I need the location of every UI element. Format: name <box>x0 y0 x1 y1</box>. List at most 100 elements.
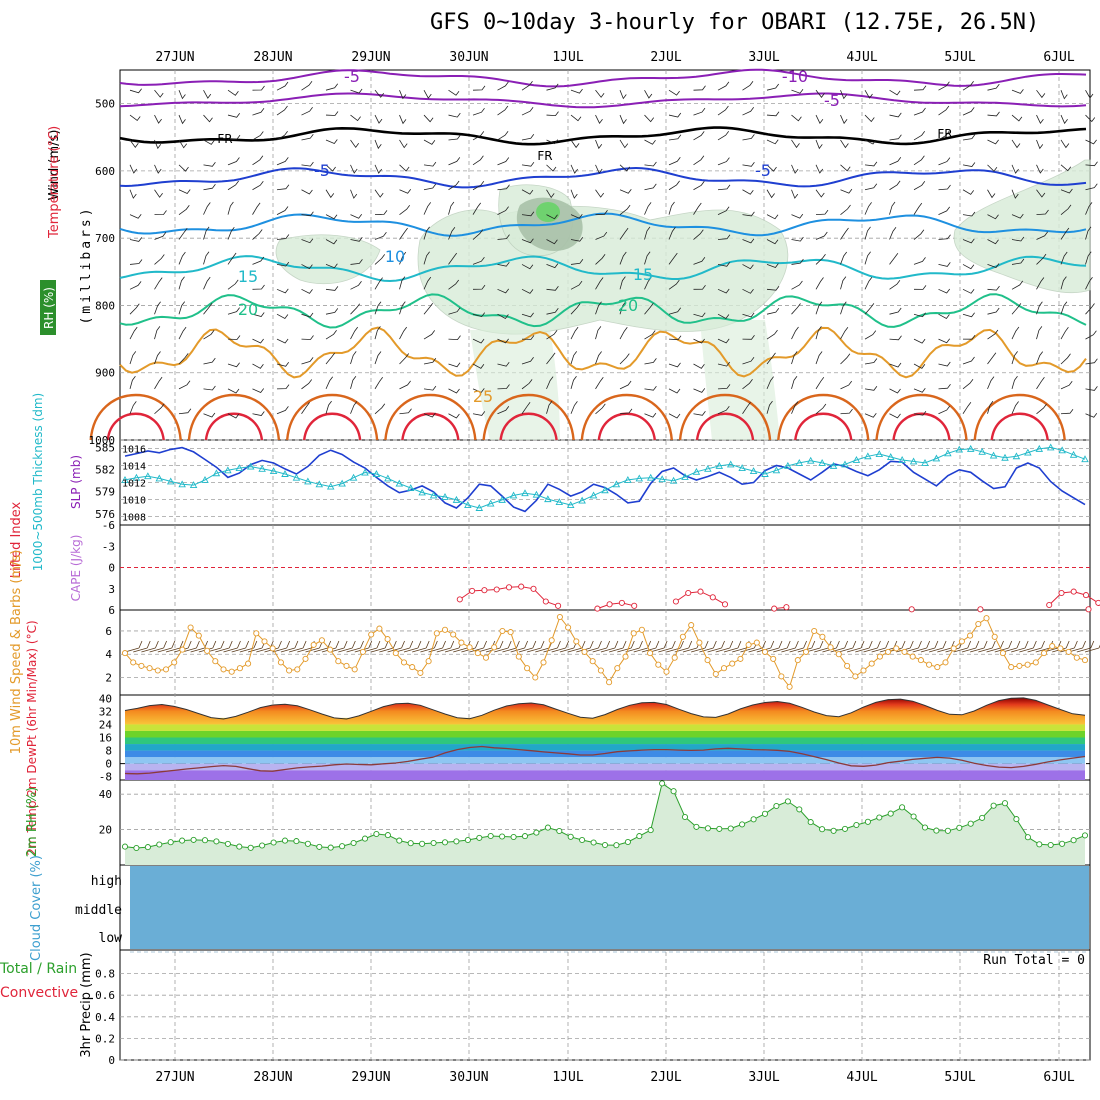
temp-fill <box>125 697 1085 725</box>
wind10-marker <box>556 613 563 621</box>
wind-barb <box>1036 114 1044 124</box>
wind10-marker <box>917 657 924 664</box>
wind-barb <box>619 90 627 100</box>
wind-barb <box>350 281 362 290</box>
wind10-marker <box>745 641 752 648</box>
rh2m-marker <box>201 837 209 844</box>
thickness-marker <box>646 473 655 481</box>
thickness-marker <box>909 457 918 465</box>
wind-barb <box>1085 358 1098 365</box>
temp-color-band <box>125 730 1085 738</box>
wind-barb <box>252 312 265 317</box>
wind-barb <box>717 313 730 320</box>
wind-barb <box>399 189 412 194</box>
wind-barb <box>448 134 461 141</box>
wind-barb <box>840 204 851 215</box>
wind10-barb <box>986 640 1004 653</box>
wind-barb <box>889 134 902 141</box>
wind-barb <box>497 234 510 240</box>
wind-barb <box>350 114 361 122</box>
isotherm-30-arch <box>89 394 182 441</box>
thickness-marker <box>658 475 666 483</box>
wind10-marker <box>277 659 284 666</box>
wind-barb <box>962 189 975 195</box>
rh2m-marker <box>281 837 289 844</box>
thickness-marker <box>601 486 609 494</box>
wind10-barb <box>272 640 291 653</box>
top-date-label: 2JUL <box>650 50 681 65</box>
wind-barb <box>399 301 406 315</box>
wind10-marker <box>228 668 235 675</box>
thickness-marker <box>121 475 129 483</box>
wind-barb <box>252 155 264 166</box>
wind-barb <box>1036 89 1046 99</box>
wind-barb <box>325 239 338 245</box>
wind-barb <box>1060 114 1068 125</box>
wind10-marker <box>130 659 137 666</box>
wind-barb <box>374 254 386 265</box>
wind-barb <box>448 112 461 118</box>
wind-barb <box>913 312 926 318</box>
wind10-marker <box>121 650 129 657</box>
wind-barb <box>472 229 484 240</box>
wind-barb <box>203 302 213 315</box>
temp-color-band <box>125 737 1085 745</box>
wind-barb <box>1060 380 1073 390</box>
rh2m-marker <box>921 824 929 831</box>
lifted-index-marker <box>606 601 613 608</box>
wind-barb <box>472 256 485 265</box>
wind-barb <box>350 375 357 389</box>
wind-barb <box>448 307 461 315</box>
wind-barb <box>987 352 997 365</box>
precip-convective-label: Convective <box>0 985 78 1001</box>
isotherm-label: FR <box>537 149 552 163</box>
wind10-marker <box>524 665 531 672</box>
rh2m-marker <box>613 842 620 849</box>
wind10-marker <box>860 667 867 674</box>
thickness-marker <box>772 466 781 474</box>
rh2m-marker <box>876 814 883 821</box>
wind-barb <box>644 139 656 145</box>
wind-barb <box>423 139 436 145</box>
wind10-marker <box>220 666 227 673</box>
wind-barb <box>448 201 455 215</box>
wind-barb <box>938 184 951 191</box>
rh2m-marker <box>270 839 277 846</box>
wind10-marker <box>507 629 514 636</box>
precip-axis-label: 3hr Precip (mm) <box>79 952 94 1057</box>
lifted-index-marker <box>1085 606 1092 613</box>
rh2m-marker <box>933 827 940 834</box>
temperature-axis-label: Temperature (°C) <box>47 126 62 239</box>
slp-tick-label: 1016 <box>122 445 146 456</box>
wind-barb <box>1036 209 1049 216</box>
wind-barb <box>252 411 265 416</box>
wind-barb <box>1085 139 1097 145</box>
rh2m-marker <box>236 843 243 850</box>
wind10-marker <box>400 659 408 666</box>
wind-barb <box>595 114 603 124</box>
wind-barb <box>227 252 237 265</box>
wind10-marker <box>540 659 547 666</box>
wind-barb <box>276 384 290 390</box>
wind10-marker <box>950 645 957 652</box>
wind-barb <box>840 227 849 240</box>
wind-barb <box>546 164 557 172</box>
thickness-marker <box>292 473 301 481</box>
pressure-tick-label: 1000 <box>89 434 116 447</box>
wind-barb <box>374 139 382 150</box>
thickness-marker <box>566 501 575 508</box>
wind-barb <box>938 131 950 141</box>
rh2m-marker <box>967 820 974 827</box>
rh-shading <box>470 330 560 440</box>
temp-tick-label: 16 <box>99 732 112 745</box>
wind-barb <box>252 202 261 215</box>
wind10-barb <box>215 640 233 653</box>
wind-barb <box>423 251 430 265</box>
wind10-marker <box>515 653 522 660</box>
wind-barb <box>864 161 878 167</box>
wind10-marker <box>376 625 383 632</box>
wind-barb <box>1085 226 1092 240</box>
wind-barb <box>154 114 162 124</box>
wind-barb <box>1036 189 1046 198</box>
